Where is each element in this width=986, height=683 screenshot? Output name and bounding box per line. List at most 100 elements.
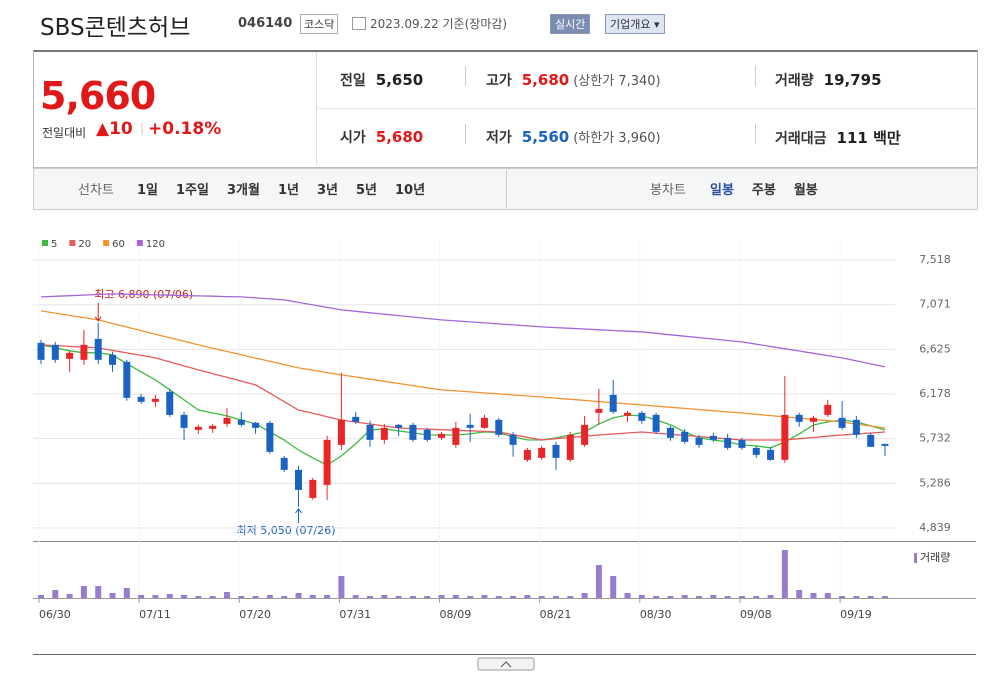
tab[interactable]: 일봉 [710, 183, 734, 198]
x-tick-label: 07/31 [339, 608, 371, 621]
candle-body [237, 419, 245, 425]
max-annotation: 최고 6,890 (07/06) [94, 288, 193, 301]
candle-body [552, 444, 560, 458]
volume-bar [309, 595, 316, 598]
candle-body [352, 416, 360, 422]
volume-bar [681, 595, 688, 598]
ma-line [40, 344, 886, 441]
candle-body [209, 425, 217, 429]
volume-bar [138, 595, 145, 598]
legend-label: 20 [78, 239, 91, 250]
candle-body [809, 417, 817, 422]
x-tick-label: 08/21 [540, 608, 572, 621]
volume-bar [338, 576, 345, 598]
y-tick-label: 6,625 [919, 342, 951, 355]
x-tick-label: 07/20 [239, 608, 271, 621]
separator [755, 66, 756, 86]
candle-body [223, 417, 231, 424]
candle-body [151, 398, 159, 402]
candle-body [252, 422, 260, 428]
volume-legend: 거래량 [920, 551, 950, 564]
company-button[interactable]: 기업개요 ▾ [605, 14, 665, 34]
separator [755, 124, 756, 144]
min-arrow [295, 508, 302, 523]
candle-body [752, 447, 760, 455]
summary-cell: 전일 5,650 [340, 70, 427, 90]
stock-code: 046140 [238, 16, 293, 31]
summary-lbl: 거래량 [775, 73, 814, 89]
legend-swatch [69, 240, 76, 246]
candle-body [495, 419, 503, 435]
tab[interactable]: 월봉 [793, 183, 818, 198]
y-tick-label: 7,071 [919, 298, 951, 311]
candle-body [94, 338, 102, 360]
volume-bar [195, 596, 202, 598]
summary-val: 19,795 [823, 71, 882, 89]
tab[interactable]: 1일 [137, 183, 159, 198]
volume-bar [567, 596, 574, 598]
tab[interactable]: 1주일 [176, 183, 209, 198]
y-tick-label: 4,839 [919, 521, 951, 534]
separator: | [140, 121, 145, 135]
divider [506, 170, 507, 208]
ma-line [40, 344, 886, 466]
volume-bar [52, 590, 59, 598]
volume-bar [882, 596, 888, 598]
volume-bar [724, 596, 731, 598]
volume-bar [324, 595, 331, 598]
change-label: 전일대비 [42, 126, 87, 140]
volume-bar [381, 595, 388, 598]
candle-body [767, 449, 775, 460]
candle-body [137, 396, 145, 402]
max-arrow [94, 302, 102, 322]
volume-bar [667, 596, 674, 598]
candle-body [595, 408, 603, 413]
volume-bar [123, 588, 130, 598]
summary-box [33, 50, 978, 168]
tab[interactable]: 3개월 [226, 183, 260, 198]
x-tick-label: 07/11 [139, 608, 171, 621]
volume-bar [710, 595, 717, 598]
volume-bar [209, 596, 216, 598]
tab[interactable]: 5년 [355, 183, 377, 198]
tab[interactable]: 1년 [277, 183, 299, 198]
candle-body [709, 435, 717, 440]
summary-sub: (하한가 3,960) [573, 131, 661, 146]
x-tick-label: 09/08 [740, 608, 772, 621]
candle-body [581, 424, 589, 445]
bottom-line [33, 654, 976, 655]
volume-bar [781, 550, 788, 598]
volume-bar [638, 595, 645, 598]
candle-body [867, 434, 875, 447]
volume-bar [80, 586, 87, 598]
candle-body [638, 412, 646, 421]
candle-body [438, 433, 446, 438]
volume-bar [595, 565, 602, 598]
base-date: 2023.09.22 기준(장마감) [370, 17, 508, 31]
x-axis [33, 598, 976, 599]
collapse-button[interactable] [477, 657, 535, 671]
volume-bar [481, 595, 488, 598]
candle-body [538, 447, 546, 458]
volume-bar [181, 595, 188, 598]
summary-lbl: 고가 [486, 73, 512, 89]
candle-body [609, 394, 617, 412]
candle-body [466, 424, 474, 428]
y-tick-label: 7,518 [919, 253, 951, 266]
candle-body [795, 414, 803, 422]
summary-lbl: 거래대금 [775, 131, 827, 147]
volume-bar [810, 593, 817, 598]
change-amount: 10 [109, 119, 133, 139]
company-label: 기업개요 [610, 18, 651, 31]
tab[interactable]: 주봉 [751, 183, 776, 198]
volume-bar [624, 593, 631, 598]
candle-body [681, 431, 689, 442]
tab[interactable]: 10년 [395, 183, 426, 198]
separator [465, 124, 466, 144]
candle-body [881, 443, 889, 446]
legend-swatch [136, 240, 143, 246]
volume-bar [853, 596, 860, 598]
tab[interactable]: 3년 [316, 183, 338, 198]
realtime-button[interactable]: 실시간 [550, 14, 591, 34]
